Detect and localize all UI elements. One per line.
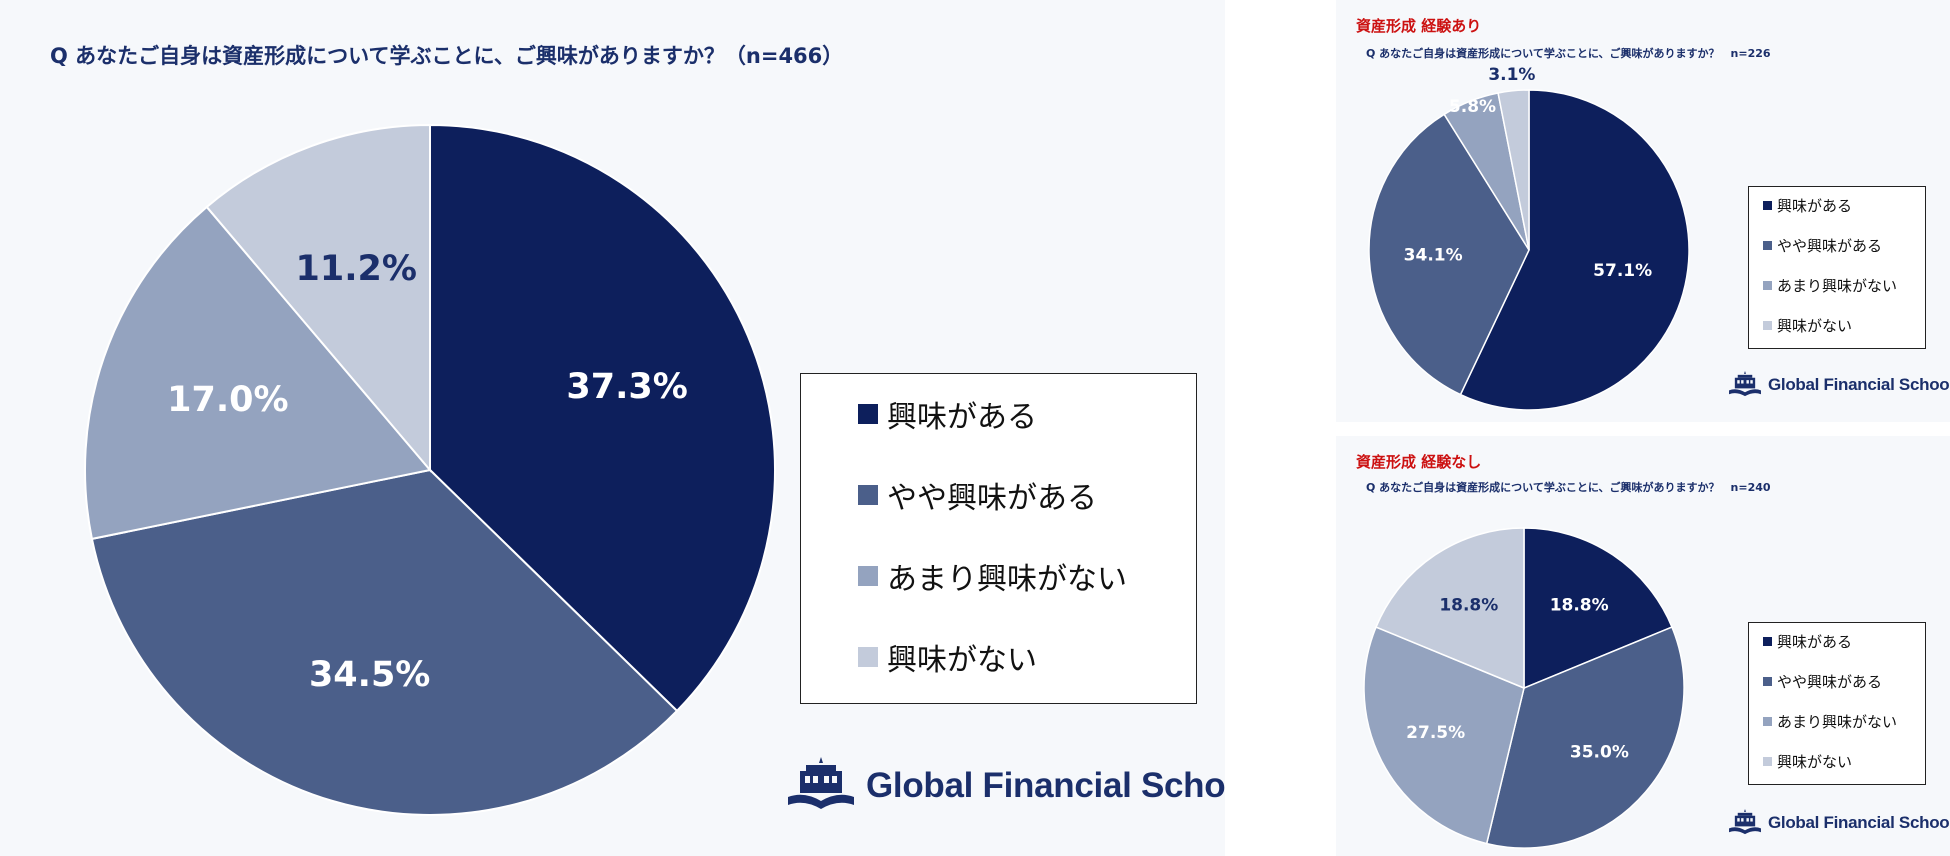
experienced-subtitle: 資産形成 経験あり	[1356, 17, 1482, 35]
legend-swatch	[1763, 716, 1772, 726]
experienced-legend: 興味がある やや興味がある あまり興味がない 興味がない	[1748, 186, 1926, 349]
legend-label: 興味がない	[887, 643, 1037, 678]
main-legend: 興味がある やや興味がある あまり興味がない 興味がない	[800, 373, 1197, 704]
pie-slice-somewhat-interested	[90, 468, 679, 816]
pie-slice-interested	[1523, 527, 1673, 690]
inexperienced-question-title: Q あなたご自身は資産形成について学ぶことに、ご興味がありますか？ n=240	[1366, 481, 1771, 494]
legend-label: 興味がない	[1777, 316, 1853, 335]
data-label-not-interested: 11.2%	[296, 249, 417, 289]
data-label-somewhat-interested: 34.1%	[1404, 246, 1463, 266]
legend-swatch	[858, 647, 878, 667]
data-label-interested: 57.1%	[1593, 261, 1652, 281]
data-label-not-very-interested: 17.0%	[167, 380, 288, 420]
pie-slice-not-interested	[1497, 89, 1530, 251]
legend-label: 興味がない	[1777, 752, 1853, 771]
data-label-interested: 18.8%	[1550, 596, 1609, 616]
legend-swatch	[858, 404, 878, 424]
legend-swatch	[1763, 756, 1772, 766]
legend-item-not-interested: 興味がない	[1763, 314, 1852, 336]
main-pie-chart: 37.3% 34.5% 17.0% 11.2%	[84, 123, 776, 816]
inexperienced-chart-panel: 資産形成 経験なし Q あなたご自身は資産形成について学ぶことに、ご興味がありま…	[1336, 436, 1950, 856]
legend-item-not-very-interested: あまり興味がない	[1763, 274, 1897, 296]
legend-item-somewhat-interested: やや興味がある	[1763, 234, 1882, 256]
pie-slice-not-interested	[1375, 527, 1525, 690]
pie-slice-interested	[429, 123, 776, 713]
legend-item-not-interested: 興味がない	[858, 637, 1037, 678]
legend-label: 興味がある	[1777, 632, 1853, 651]
legend-swatch	[1763, 280, 1772, 290]
data-label-somewhat-interested: 35.0%	[1570, 742, 1629, 762]
inexperienced-legend: 興味がある やや興味がある あまり興味がない 興味がない	[1748, 622, 1926, 785]
school-building-book-icon	[1729, 370, 1761, 397]
school-logo: Global Financial School	[1728, 808, 1950, 838]
pie-slice-interested	[1459, 89, 1690, 411]
legend-item-not-very-interested: あまり興味がない	[1763, 710, 1897, 732]
experienced-chart-panel: 資産形成 経験あり Q あなたご自身は資産形成について学ぶことに、ご興味がありま…	[1336, 0, 1950, 422]
pie-slice-somewhat-interested	[1485, 626, 1685, 849]
experienced-question-title: Q あなたご自身は資産形成について学ぶことに、ご興味がありますか？ n=226	[1366, 47, 1771, 60]
legend-label: あまり興味がない	[1777, 712, 1898, 731]
main-question-title: Q あなたご自身は資産形成について学ぶことに、ご興味がありますか？（n=466）	[50, 44, 844, 68]
data-label-somewhat-interested: 34.5%	[309, 655, 430, 695]
legend-item-somewhat-interested: やや興味がある	[1763, 670, 1882, 692]
legend-label: やや興味がある	[1777, 236, 1883, 255]
data-label-interested: 37.3%	[566, 367, 687, 407]
legend-swatch	[1763, 636, 1772, 646]
legend-label: 興味がある	[887, 400, 1037, 435]
legend-swatch	[1763, 320, 1772, 330]
legend-swatch	[858, 485, 878, 505]
main-chart-panel: Q あなたご自身は資産形成について学ぶことに、ご興味がありますか？（n=466）…	[50, 44, 1225, 817]
pie-slice-somewhat-interested	[1368, 113, 1530, 396]
legend-swatch	[1763, 676, 1772, 686]
legend-swatch	[1763, 240, 1772, 250]
school-logo: Global Financial School	[1728, 370, 1950, 400]
legend-label: あまり興味がない	[1777, 276, 1898, 295]
legend-item-interested: 興味がある	[1763, 194, 1852, 216]
data-label-not-very-interested: 5.8%	[1449, 97, 1496, 117]
data-label-not-very-interested: 27.5%	[1406, 723, 1465, 743]
school-building-book-icon	[788, 757, 854, 809]
pie-slice-not-very-interested	[84, 205, 432, 541]
pie-slice-not-very-interested	[1363, 626, 1525, 845]
legend-label: やや興味がある	[1777, 672, 1883, 691]
legend-swatch	[858, 566, 878, 586]
legend-item-interested: 興味がある	[1763, 630, 1852, 652]
legend-label: あまり興味がない	[887, 562, 1127, 597]
experienced-pie-chart: 57.1% 34.1% 5.8% 3.1%	[1368, 65, 1690, 411]
inexperienced-pie-chart: 18.8% 35.0% 27.5% 18.8%	[1363, 527, 1685, 849]
logo-text: Global Financial School	[1768, 813, 1950, 832]
logo-text: Global Financial School	[1768, 375, 1950, 394]
data-label-not-interested: 18.8%	[1439, 596, 1498, 616]
school-building-book-icon	[1729, 808, 1761, 835]
inexperienced-subtitle: 資産形成 経験なし	[1356, 453, 1482, 471]
legend-item-interested: 興味がある	[858, 394, 1037, 435]
legend-item-not-very-interested: あまり興味がない	[858, 556, 1127, 597]
legend-swatch	[1763, 200, 1772, 210]
data-label-not-interested: 3.1%	[1488, 65, 1535, 85]
logo-text: Global Financial School	[866, 766, 1225, 805]
pie-slice-not-interested	[205, 123, 431, 473]
legend-label: やや興味がある	[887, 481, 1097, 516]
school-logo: Global Financial School	[786, 755, 1225, 817]
legend-item-not-interested: 興味がない	[1763, 750, 1852, 772]
legend-label: 興味がある	[1777, 196, 1853, 215]
legend-item-somewhat-interested: やや興味がある	[858, 475, 1097, 516]
